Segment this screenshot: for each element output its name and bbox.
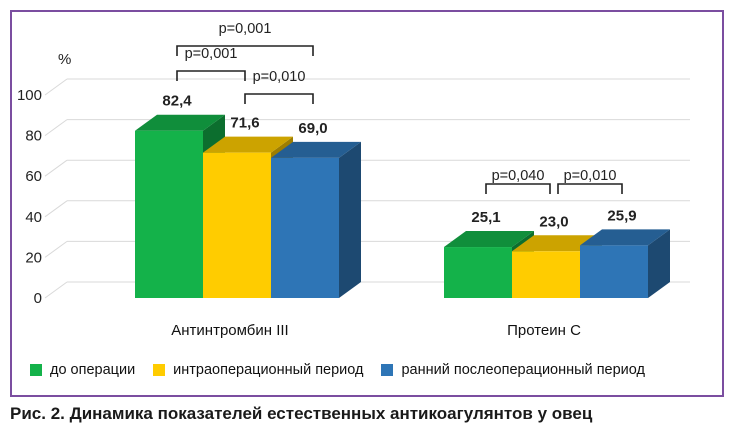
gridline-diag xyxy=(44,240,68,258)
legend-label: интраоперационный период xyxy=(173,362,364,378)
y-axis-ticks: 0 20 40 60 80 100 xyxy=(17,87,42,307)
bar xyxy=(580,229,670,298)
figure-caption: Рис. 2. Динамика показателей естественны… xyxy=(10,404,593,423)
bracket-line xyxy=(485,183,551,194)
legend-swatch-blue xyxy=(381,364,394,376)
significance-bracket: p=0,010 xyxy=(557,168,623,194)
p-value-label: p=0,001 xyxy=(185,46,238,62)
y-unit-label: % xyxy=(58,51,71,68)
significance-bracket: p=0,001 xyxy=(176,46,246,81)
bar-top xyxy=(512,235,602,252)
p-value-label: p=0,001 xyxy=(219,21,272,37)
significance-bracket: p=0,040 xyxy=(485,168,551,194)
bar-front xyxy=(203,152,271,298)
legend-label: до операции xyxy=(50,362,136,378)
bar-side xyxy=(648,229,670,298)
bar-front xyxy=(271,157,339,298)
bar xyxy=(271,141,361,298)
bracket-line xyxy=(176,45,314,56)
y-tick-label: 100 xyxy=(17,87,42,104)
gridline-diag xyxy=(44,281,68,299)
legend-label: ранний послеоперационный период xyxy=(401,362,645,378)
chart-frame xyxy=(10,10,724,397)
significance-bracket: p=0,010 xyxy=(244,69,314,104)
bar-front xyxy=(580,245,648,298)
bar-front xyxy=(444,247,512,298)
bracket-line xyxy=(176,70,246,81)
gridline-diag xyxy=(44,159,68,177)
p-value-label: p=0,040 xyxy=(492,168,545,184)
bar-front xyxy=(512,251,580,298)
y-tick-label: 80 xyxy=(25,128,42,145)
legend-item-intraop: интраоперационный период xyxy=(153,362,363,378)
bar-value-label: 23,0 xyxy=(539,213,568,230)
y-tick-label: 0 xyxy=(34,290,42,307)
significance-bracket: p=0,001 xyxy=(176,21,314,56)
gridline-diag xyxy=(44,78,68,96)
category-label-antithrombin: Антинтромбин III xyxy=(171,322,288,339)
y-tick-label: 60 xyxy=(25,168,42,185)
bracket-line xyxy=(557,183,623,194)
gridline-diag xyxy=(44,200,68,218)
legend-item-preop: до операции xyxy=(30,362,135,378)
significance-brackets: p=0,001 p=0,001 p=0,010 p=0,040 p=0,010 xyxy=(176,21,623,194)
bar-side xyxy=(339,141,361,298)
legend-item-postop: ранний послеоперационный период xyxy=(381,362,645,378)
bar-front xyxy=(135,130,203,298)
bar-value-label: 69,0 xyxy=(298,120,327,137)
bar-value-label: 25,1 xyxy=(471,209,500,226)
bar-value-label: 82,4 xyxy=(162,93,192,110)
bars xyxy=(135,114,670,298)
legend-swatch-yellow xyxy=(153,364,166,376)
bar-value-label: 71,6 xyxy=(230,115,259,132)
bar-top xyxy=(203,136,293,153)
bar-top xyxy=(135,114,225,131)
p-value-label: p=0,010 xyxy=(253,69,306,85)
bar-value-label: 25,9 xyxy=(607,207,636,224)
value-labels: 82,4 71,6 69,0 25,1 23,0 25,9 xyxy=(162,93,636,231)
bar-top xyxy=(444,231,534,248)
category-label-protein-c: Протеин С xyxy=(507,322,581,339)
y-tick-label: 20 xyxy=(25,249,42,266)
bar-top xyxy=(580,229,670,246)
bar-top xyxy=(271,141,361,158)
gridline-diag xyxy=(44,119,68,137)
y-tick-label: 40 xyxy=(25,209,42,226)
p-value-label: p=0,010 xyxy=(564,168,617,184)
legend-swatch-green xyxy=(30,364,42,376)
legend: до операции интраоперационный период ран… xyxy=(30,362,645,378)
bracket-line xyxy=(244,93,314,104)
